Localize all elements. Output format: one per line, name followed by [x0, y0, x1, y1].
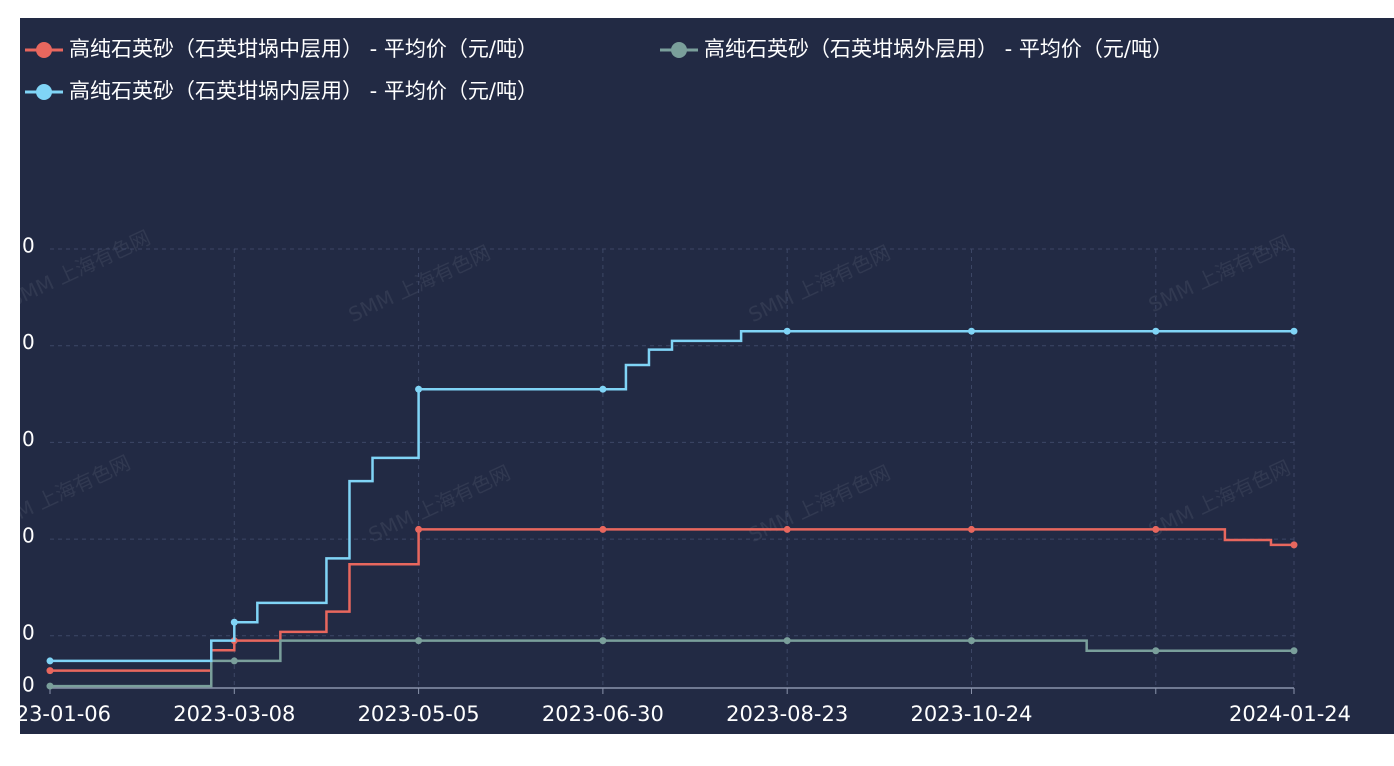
legend-label: 高纯石英砂（石英坩埚外层用） - 平均价（元/吨） [704, 37, 1173, 61]
series-point [599, 385, 607, 393]
x-tick-label: 2023-01-06 [0, 702, 111, 726]
series-point [415, 637, 423, 645]
x-tick-label: 2023-08-23 [726, 702, 848, 726]
series-point [1152, 327, 1160, 335]
series-point [1290, 647, 1298, 655]
series-point [415, 385, 423, 393]
y-tick-label: 0 [22, 620, 35, 644]
legend-label: 高纯石英砂（石英坩埚内层用） - 平均价（元/吨） [69, 79, 538, 103]
legend-dot [671, 42, 687, 58]
series-point [783, 525, 791, 533]
series-point [967, 637, 975, 645]
plot: 0 0 0 0 0 0 2023-01-06 2023-03-08 2023-05-05 2023… [0, 234, 1351, 727]
x-tick-label: 2023-10-24 [910, 702, 1032, 726]
series-point [599, 525, 607, 533]
y-tick-label: 0 [22, 330, 35, 354]
series-point [783, 327, 791, 335]
series-point [46, 657, 54, 665]
legend-dot [36, 84, 52, 100]
series-point [967, 327, 975, 335]
series-line [50, 329, 1294, 663]
series-point [46, 667, 54, 675]
series-point [967, 525, 975, 533]
series-point [1152, 525, 1160, 533]
legend-label: 高纯石英砂（石英坩埚中层用） - 平均价（元/吨） [69, 37, 538, 61]
x-tick-label: 2023-06-30 [542, 702, 664, 726]
y-tick-label: 0 [22, 427, 35, 451]
x-tick-label: 2023-03-08 [173, 702, 295, 726]
legend-dot [36, 42, 52, 58]
series-point [783, 637, 791, 645]
y-tick-label: 0 [22, 524, 35, 548]
series-point [230, 657, 238, 665]
series-point [1290, 541, 1298, 549]
y-tick-label: 0 [22, 673, 35, 697]
y-tick-label: 0 [22, 234, 35, 258]
chart-background [20, 18, 1394, 734]
series-point [1290, 327, 1298, 335]
series-point [415, 525, 423, 533]
series-point [46, 682, 54, 690]
x-tick-label: 2023-05-05 [358, 702, 480, 726]
series-line [50, 528, 1294, 672]
series-point [230, 618, 238, 626]
series-point [1152, 647, 1160, 655]
x-tick-label: 2024-01-24 [1229, 702, 1351, 726]
series-point [599, 637, 607, 645]
series-line [50, 639, 1294, 688]
